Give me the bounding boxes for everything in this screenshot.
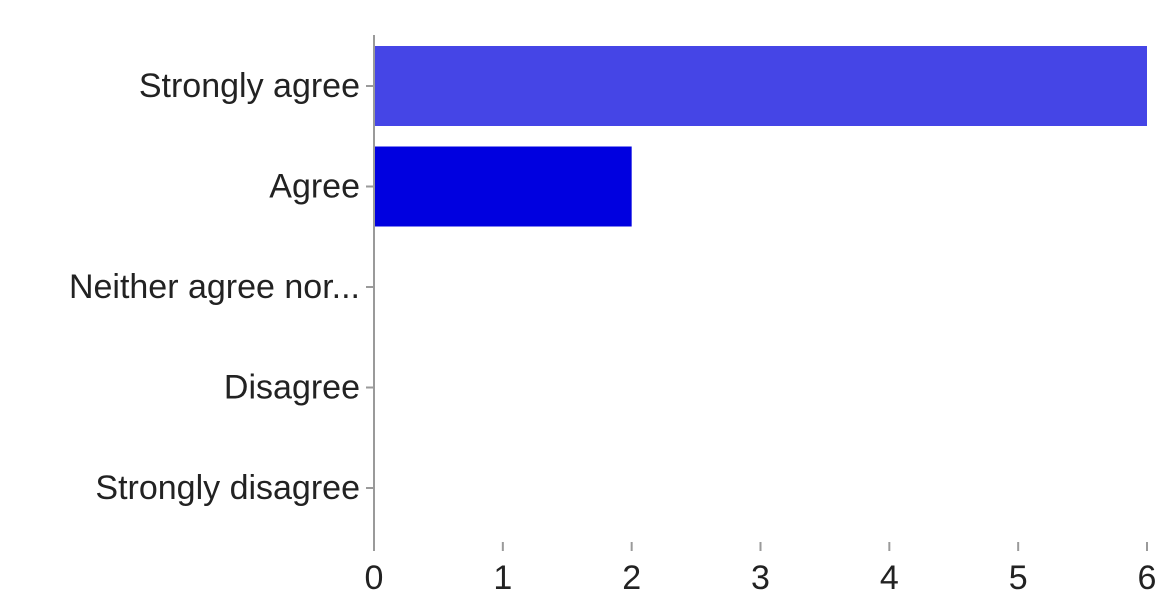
category-label: Agree bbox=[269, 168, 360, 206]
x-tick-label: 5 bbox=[1009, 559, 1028, 596]
category-label: Disagree bbox=[224, 369, 360, 407]
x-tick-label: 4 bbox=[880, 559, 899, 596]
category-label: Strongly agree bbox=[139, 67, 360, 105]
x-tick-label: 3 bbox=[751, 559, 770, 596]
bar-agree bbox=[375, 146, 632, 227]
category-label: Strongly disagree bbox=[95, 469, 360, 507]
x-tick-label: 2 bbox=[622, 559, 641, 596]
bar-strongly-agree bbox=[375, 46, 1147, 126]
x-tick-label: 1 bbox=[493, 559, 512, 596]
x-tick-label: 6 bbox=[1138, 559, 1157, 596]
category-label: Neither agree nor... bbox=[69, 268, 360, 306]
x-tick-label: 0 bbox=[365, 559, 384, 596]
